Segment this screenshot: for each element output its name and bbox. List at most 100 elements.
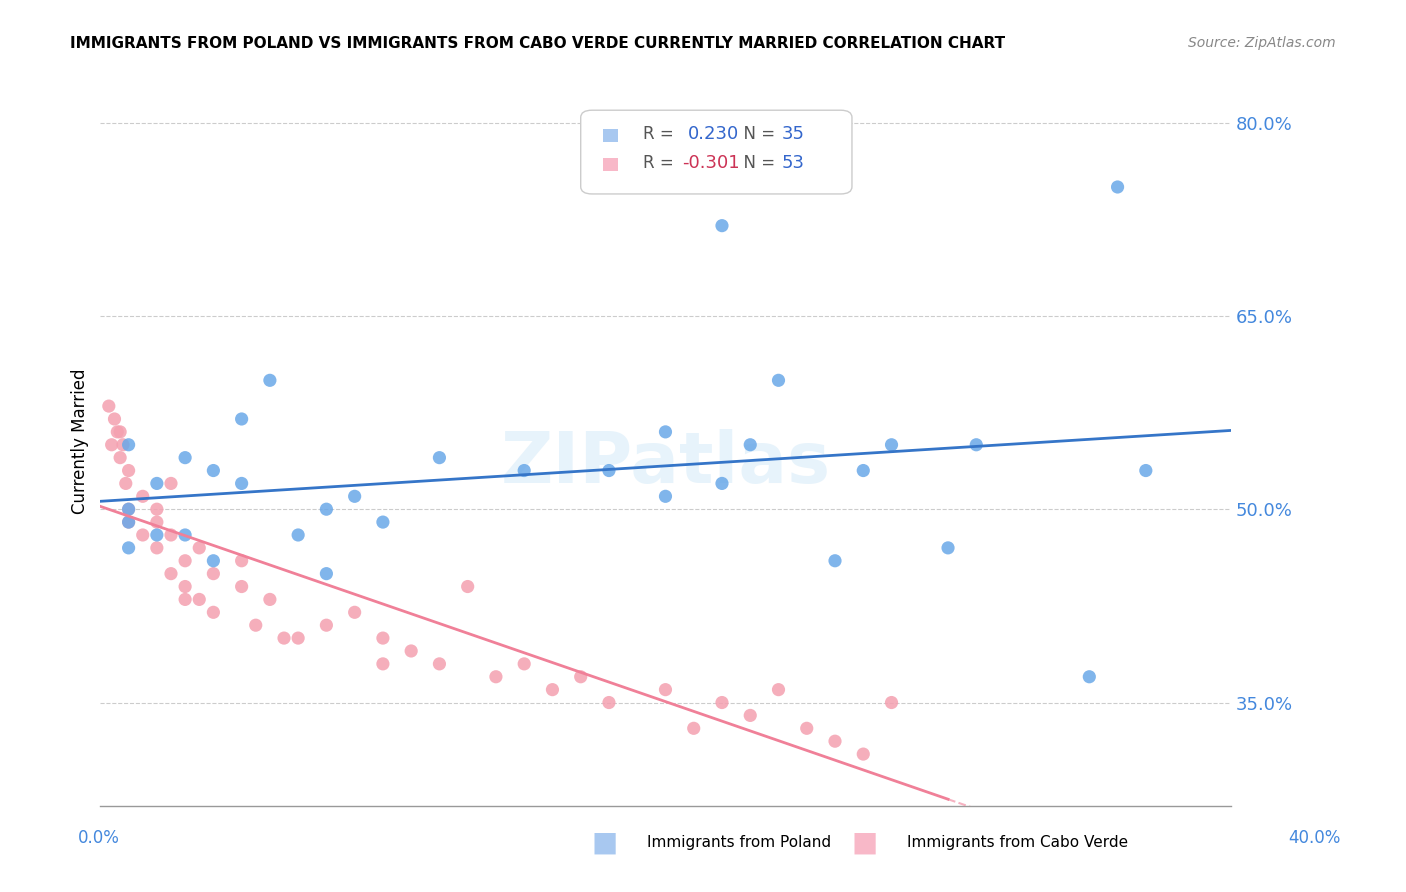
Point — [682, 721, 704, 735]
Point — [117, 502, 139, 516]
Point — [371, 631, 394, 645]
Point — [108, 450, 131, 465]
Point — [231, 580, 253, 594]
Point — [315, 618, 337, 632]
Point — [146, 476, 169, 491]
Text: N =: N = — [734, 125, 780, 144]
Point — [174, 580, 197, 594]
Point — [343, 605, 366, 619]
Text: 40.0%: 40.0% — [1288, 830, 1341, 847]
Point — [1107, 180, 1129, 194]
Point — [824, 554, 846, 568]
Point — [231, 476, 253, 491]
Point — [711, 476, 734, 491]
Text: R =: R = — [643, 154, 679, 172]
Point — [202, 464, 225, 478]
FancyBboxPatch shape — [581, 111, 852, 194]
Text: ■: ■ — [592, 829, 617, 857]
Point — [598, 696, 620, 710]
Point — [174, 554, 197, 568]
Text: ■: ■ — [852, 829, 877, 857]
Point — [231, 554, 253, 568]
Point — [457, 580, 479, 594]
Point — [117, 502, 139, 516]
Point — [1078, 670, 1101, 684]
Point — [202, 554, 225, 568]
Point — [105, 425, 128, 439]
Point — [132, 489, 155, 503]
Point — [202, 566, 225, 581]
Point — [103, 412, 125, 426]
Point — [117, 541, 139, 555]
Point — [513, 657, 536, 671]
FancyBboxPatch shape — [603, 158, 617, 171]
Point — [569, 670, 592, 684]
Point — [880, 696, 903, 710]
Text: 0.0%: 0.0% — [77, 830, 120, 847]
Point — [108, 425, 131, 439]
Point — [117, 515, 139, 529]
Point — [132, 528, 155, 542]
Point — [768, 682, 790, 697]
Point — [740, 438, 762, 452]
Point — [259, 592, 281, 607]
Point — [188, 592, 211, 607]
Text: R =: R = — [643, 125, 679, 144]
Point — [852, 747, 875, 761]
Point — [160, 476, 183, 491]
Point — [541, 682, 564, 697]
Point — [146, 515, 169, 529]
Text: ZIPatlas: ZIPatlas — [501, 429, 831, 498]
Text: 53: 53 — [782, 154, 804, 172]
Point — [654, 489, 676, 503]
Point — [429, 657, 451, 671]
Point — [399, 644, 422, 658]
Point — [202, 605, 225, 619]
Point — [114, 476, 136, 491]
Point — [287, 631, 309, 645]
Y-axis label: Currently Married: Currently Married — [72, 368, 89, 515]
Point — [711, 219, 734, 233]
Point — [880, 438, 903, 452]
Point — [146, 541, 169, 555]
Point — [273, 631, 295, 645]
Point — [824, 734, 846, 748]
Point — [796, 721, 818, 735]
Point — [711, 696, 734, 710]
Point — [654, 425, 676, 439]
Point — [965, 438, 987, 452]
Point — [100, 438, 122, 452]
Point — [231, 412, 253, 426]
Point — [513, 464, 536, 478]
Point — [852, 464, 875, 478]
Point — [174, 450, 197, 465]
Point — [654, 682, 676, 697]
Point — [429, 450, 451, 465]
Point — [343, 489, 366, 503]
Point — [111, 438, 134, 452]
Point — [160, 566, 183, 581]
Point — [315, 502, 337, 516]
Point — [97, 399, 120, 413]
FancyBboxPatch shape — [603, 129, 617, 142]
Point — [245, 618, 267, 632]
Point — [117, 464, 139, 478]
Point — [174, 592, 197, 607]
Point — [146, 502, 169, 516]
Point — [287, 528, 309, 542]
Point — [160, 528, 183, 542]
Point — [146, 528, 169, 542]
Point — [117, 515, 139, 529]
Point — [259, 373, 281, 387]
Point — [188, 541, 211, 555]
Point — [598, 464, 620, 478]
Point — [768, 373, 790, 387]
Point — [485, 670, 508, 684]
Point — [174, 528, 197, 542]
Point — [117, 438, 139, 452]
Point — [936, 541, 959, 555]
Text: 35: 35 — [782, 125, 804, 144]
Text: Immigrants from Cabo Verde: Immigrants from Cabo Verde — [907, 836, 1128, 850]
Point — [371, 515, 394, 529]
Point — [740, 708, 762, 723]
